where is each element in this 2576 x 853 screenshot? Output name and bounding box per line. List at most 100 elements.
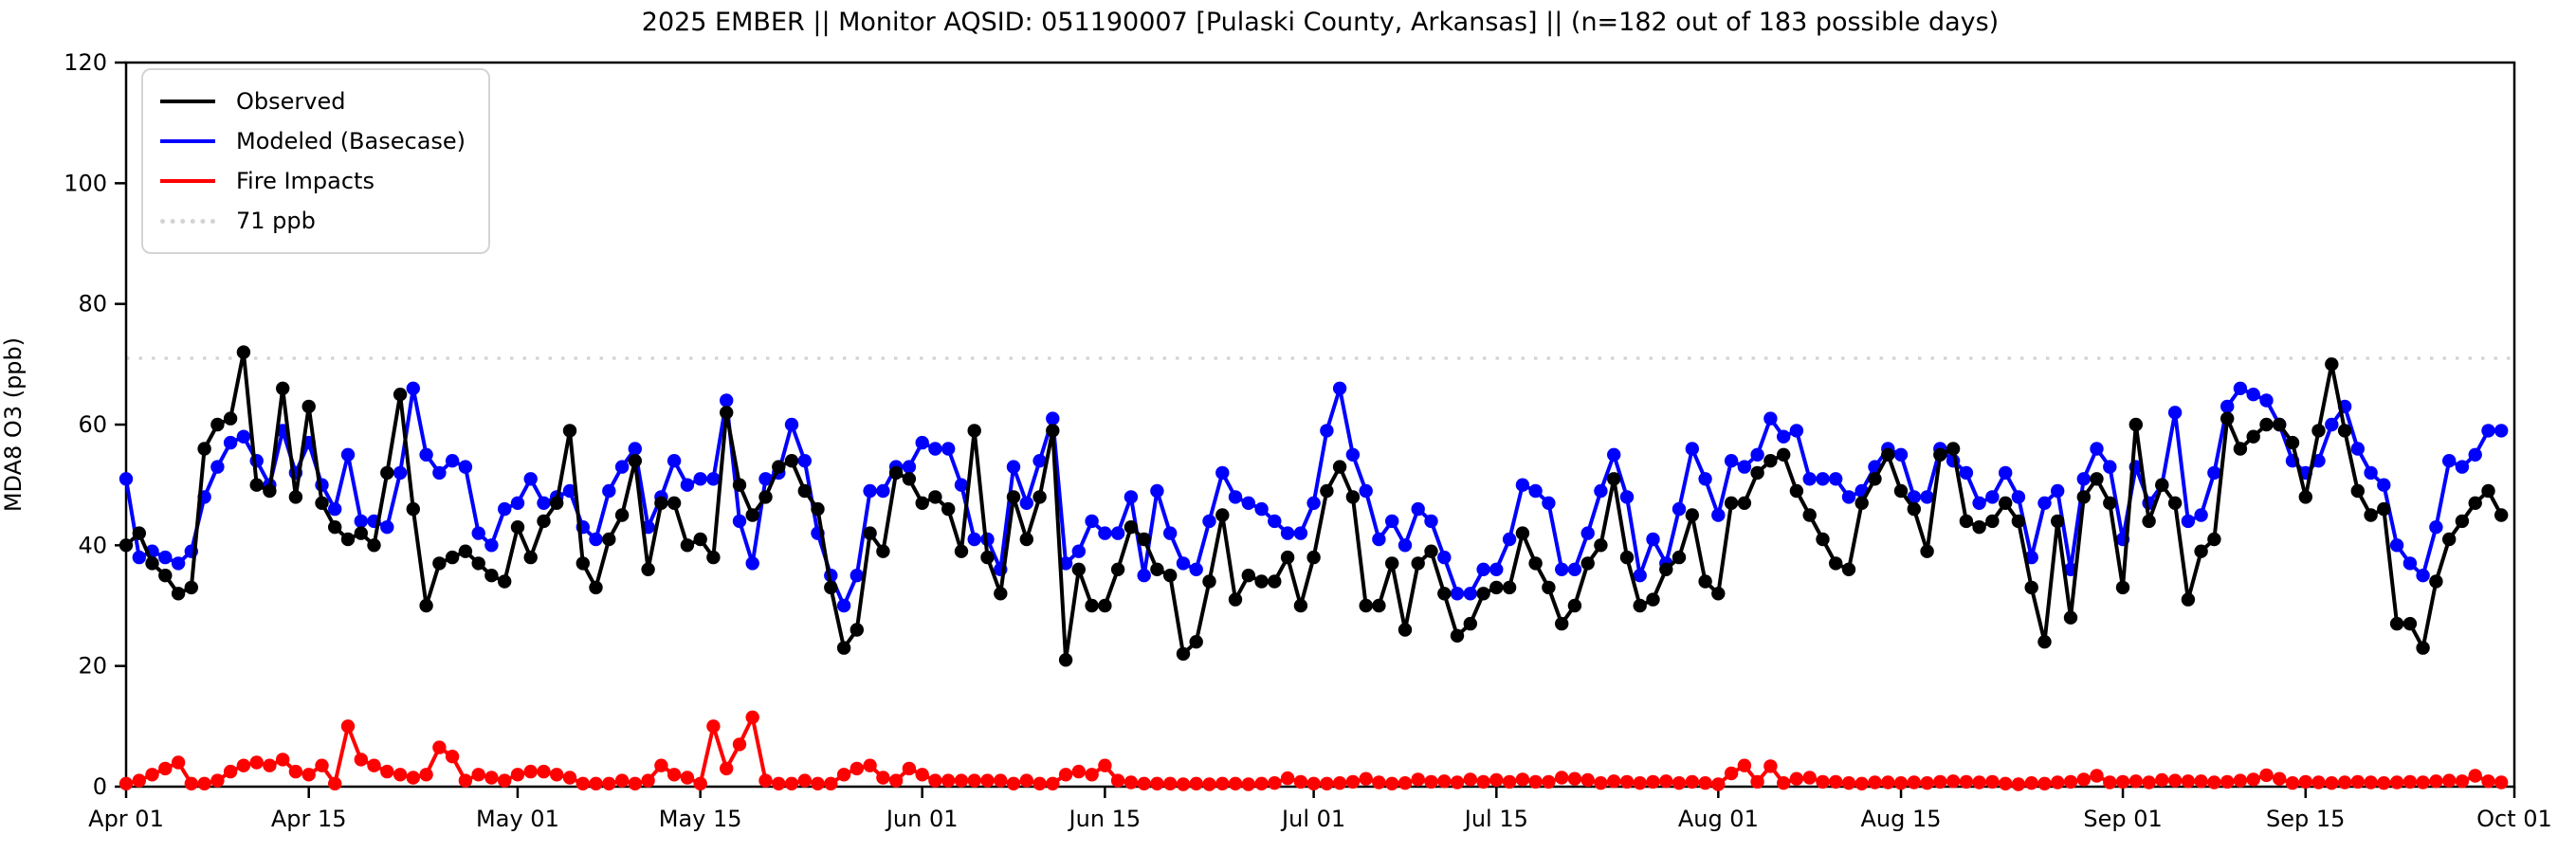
series-marker-fire-impacts	[523, 764, 538, 779]
series-marker-observed	[1306, 550, 1321, 565]
series-marker-observed	[1228, 592, 1243, 607]
series-marker-modeled-basecase-	[236, 429, 251, 444]
series-marker-fire-impacts	[2207, 775, 2221, 789]
legend-item-fire-impacts: Fire Impacts	[160, 161, 466, 201]
series-marker-modeled-basecase-	[1646, 532, 1660, 547]
series-marker-modeled-basecase-	[1411, 501, 1425, 517]
series-marker-observed	[1463, 616, 1478, 631]
series-marker-observed	[2167, 496, 2183, 510]
series-marker-fire-impacts	[1332, 776, 1347, 790]
series-marker-modeled-basecase-	[498, 501, 512, 517]
series-marker-fire-impacts	[1920, 776, 1934, 790]
series-marker-observed	[562, 424, 577, 438]
series-marker-observed	[811, 501, 825, 517]
y-tick-label: 100	[64, 170, 107, 196]
series-marker-observed	[1698, 574, 1712, 589]
series-marker-modeled-basecase-	[1594, 483, 1608, 499]
series-marker-fire-impacts	[1176, 777, 1191, 791]
series-marker-fire-impacts	[876, 771, 890, 785]
series-marker-fire-impacts	[1293, 774, 1308, 789]
series-marker-observed	[915, 496, 929, 510]
series-marker-observed	[876, 544, 890, 558]
series-marker-modeled-basecase-	[484, 538, 499, 553]
series-marker-observed	[340, 532, 356, 547]
series-marker-observed	[2416, 641, 2430, 655]
series-marker-observed	[1724, 496, 1739, 510]
series-marker-fire-impacts	[1058, 768, 1073, 782]
series-marker-observed	[1633, 598, 1647, 613]
series-marker-fire-impacts	[171, 755, 186, 770]
series-marker-fire-impacts	[994, 773, 1008, 788]
legend-item-71-ppb: 71 ppb	[160, 201, 466, 241]
series-marker-observed	[1254, 574, 1269, 589]
series-marker-fire-impacts	[2128, 774, 2143, 789]
series-marker-fire-impacts	[1868, 775, 1882, 789]
series-marker-modeled-basecase-	[1893, 447, 1909, 462]
series-marker-fire-impacts	[797, 773, 812, 788]
series-marker-fire-impacts	[2076, 772, 2091, 787]
y-tick-label: 0	[93, 773, 107, 800]
series-marker-observed	[994, 587, 1008, 601]
series-marker-fire-impacts	[693, 776, 707, 790]
series-marker-modeled-basecase-	[340, 447, 356, 462]
series-marker-fire-impacts	[1411, 772, 1425, 787]
series-marker-fire-impacts	[1241, 777, 1256, 791]
series-marker-modeled-basecase-	[158, 550, 173, 565]
series-marker-observed	[2115, 580, 2130, 595]
series-marker-fire-impacts	[1829, 774, 1843, 789]
series-marker-modeled-basecase-	[419, 447, 433, 462]
series-marker-fire-impacts	[2024, 776, 2038, 790]
series-marker-observed	[1359, 598, 1373, 613]
series-marker-observed	[1594, 538, 1608, 553]
series-marker-modeled-basecase-	[380, 520, 394, 535]
series-marker-observed	[1098, 598, 1112, 613]
series-marker-observed	[2364, 508, 2378, 522]
series-marker-fire-impacts	[1619, 774, 1635, 789]
series-marker-modeled-basecase-	[589, 532, 603, 547]
series-marker-observed	[550, 496, 564, 510]
series-marker-observed	[1959, 514, 1974, 529]
series-marker-modeled-basecase-	[1489, 562, 1504, 576]
series-marker-observed	[2051, 514, 2065, 529]
series-marker-observed	[1372, 598, 1386, 613]
series-marker-modeled-basecase-	[2246, 388, 2260, 402]
series-marker-fire-impacts	[1385, 776, 1399, 790]
chart-title: 2025 EMBER || Monitor AQSID: 051190007 […	[641, 8, 2000, 37]
series-marker-fire-impacts	[2167, 773, 2183, 788]
x-tick-label: Oct 01	[2476, 806, 2552, 832]
series-marker-modeled-basecase-	[863, 483, 877, 499]
series-marker-fire-impacts	[1777, 776, 1791, 790]
series-marker-fire-impacts	[1659, 774, 1673, 789]
series-marker-observed	[2455, 514, 2470, 529]
series-marker-modeled-basecase-	[2259, 393, 2274, 408]
series-marker-fire-impacts	[340, 719, 356, 734]
series-marker-observed	[315, 496, 329, 510]
series-marker-modeled-basecase-	[1124, 490, 1139, 504]
series-marker-modeled-basecase-	[2377, 478, 2391, 492]
series-marker-fire-impacts	[445, 750, 460, 764]
series-marker-fire-impacts	[2155, 772, 2169, 788]
series-marker-modeled-basecase-	[1816, 472, 1830, 486]
series-marker-fire-impacts	[328, 776, 342, 790]
legend-swatch-icon	[160, 100, 215, 103]
series-marker-observed	[1489, 580, 1504, 595]
series-marker-fire-impacts	[1006, 776, 1021, 790]
series-marker-observed	[824, 580, 838, 595]
legend-swatch-icon	[160, 179, 215, 183]
series-marker-modeled-basecase-	[1359, 483, 1373, 499]
series-marker-modeled-basecase-	[354, 514, 368, 529]
series-marker-fire-impacts	[2494, 775, 2509, 789]
series-marker-observed	[1841, 562, 1856, 576]
series-marker-observed	[537, 514, 551, 529]
series-marker-observed	[641, 562, 655, 576]
series-marker-modeled-basecase-	[1046, 411, 1060, 426]
series-marker-modeled-basecase-	[1320, 424, 1334, 438]
series-marker-observed	[602, 532, 616, 547]
series-marker-observed	[772, 460, 786, 474]
series-marker-modeled-basecase-	[171, 556, 186, 571]
series-marker-fire-impacts	[2259, 768, 2274, 783]
series-marker-fire-impacts	[758, 773, 773, 788]
series-marker-modeled-basecase-	[1672, 501, 1687, 517]
series-marker-observed	[1332, 460, 1347, 474]
series-marker-fire-impacts	[1763, 759, 1778, 773]
